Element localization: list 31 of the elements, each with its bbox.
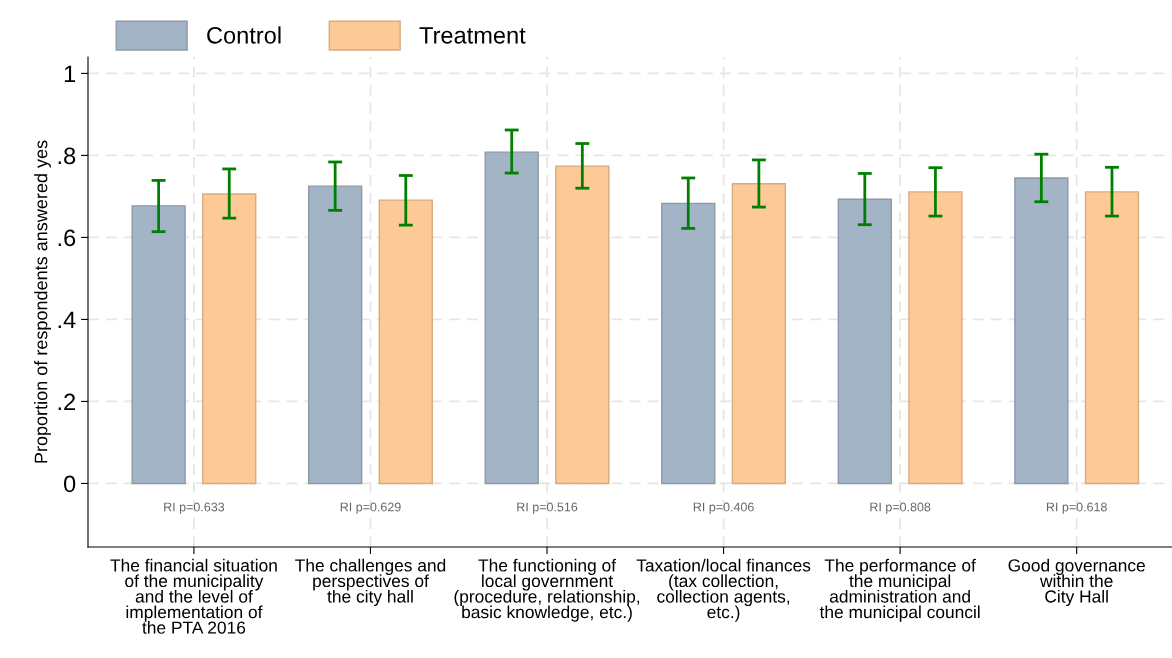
y-tick-label: .6 bbox=[58, 229, 76, 247]
annotation: RI p=0.633 bbox=[164, 502, 225, 514]
bar bbox=[131, 205, 186, 485]
legend-label: Treatment bbox=[419, 27, 526, 44]
annotation: RI p=0.629 bbox=[340, 502, 401, 514]
bar bbox=[1014, 177, 1069, 485]
annotation: RI p=0.808 bbox=[870, 502, 931, 514]
legend-label: Control bbox=[207, 26, 281, 44]
bar bbox=[661, 202, 716, 485]
annotation: RI p=0.516 bbox=[517, 502, 578, 514]
annotation: RI p=0.618 bbox=[1046, 502, 1107, 514]
y-axis-title: Proportion of respondents answered yes bbox=[34, 140, 51, 463]
y-tick-label: 1 bbox=[64, 65, 76, 82]
bar bbox=[837, 198, 892, 485]
y-tick-label: .8 bbox=[58, 147, 76, 165]
bar bbox=[1084, 191, 1140, 485]
y-tick-label: 0 bbox=[63, 475, 76, 493]
bar bbox=[731, 183, 787, 485]
bar bbox=[908, 191, 963, 485]
bar bbox=[555, 165, 610, 485]
x-tick-label: The performance of the municipal administration and the municipal council bbox=[819, 558, 980, 622]
bar bbox=[202, 193, 257, 485]
y-tick-label: .2 bbox=[58, 393, 76, 410]
annotation: RI p=0.406 bbox=[693, 502, 754, 514]
x-tick-label: The financial situation of the municipality and the level of implementation of the PTA 2016 bbox=[110, 558, 277, 634]
bar bbox=[484, 151, 539, 485]
y-tick-label: .4 bbox=[58, 311, 76, 328]
x-tick-label: Good governance within the City Hall bbox=[1008, 558, 1145, 607]
x-tick-label: The challenges and perspectives of the city hall bbox=[295, 558, 446, 607]
bar bbox=[378, 199, 433, 485]
bar bbox=[307, 185, 363, 485]
